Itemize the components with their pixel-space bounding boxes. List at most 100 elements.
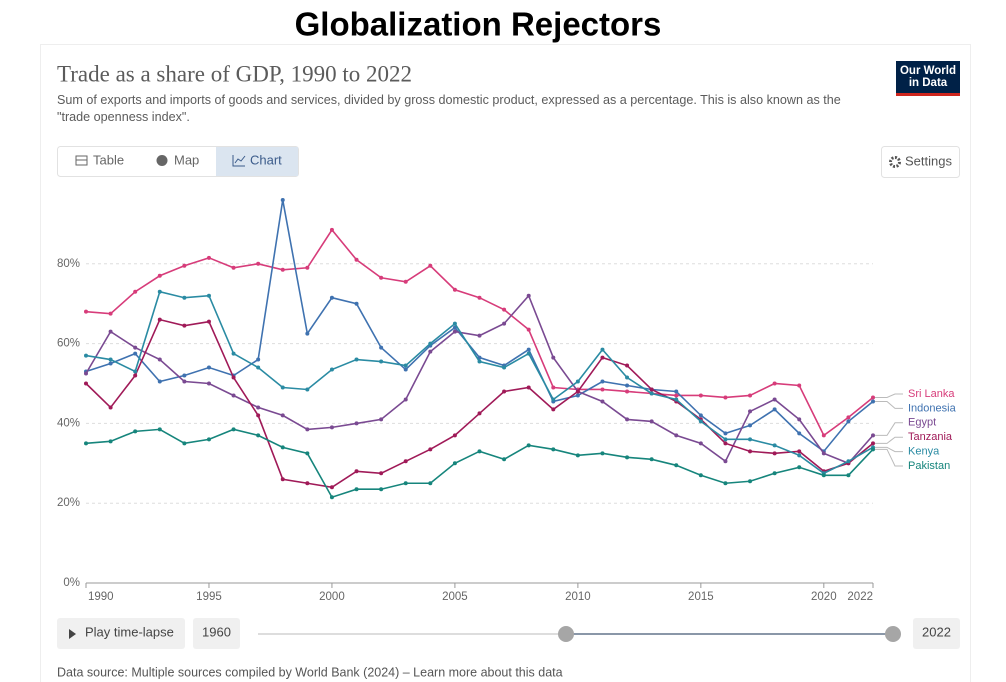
data-point — [748, 393, 753, 398]
data-point — [84, 441, 88, 446]
data-point — [206, 381, 211, 386]
data-point — [84, 309, 88, 314]
data-point — [403, 481, 408, 486]
data-point — [748, 437, 753, 442]
data-point — [625, 375, 630, 380]
data-point — [723, 395, 728, 400]
data-point — [108, 311, 113, 316]
settings-label[interactable]: Settings — [905, 153, 952, 168]
y-tick-label: 60% — [57, 338, 80, 350]
data-point — [157, 427, 162, 432]
chart-title: Trade as a share of GDP, 1990 to 2022 — [57, 61, 412, 86]
data-point — [329, 485, 334, 490]
data-point — [231, 427, 236, 432]
logo: Our World in Data — [896, 61, 960, 96]
data-point — [403, 367, 408, 372]
data-point — [477, 333, 482, 338]
tab[interactable]: Table — [75, 152, 124, 167]
data-point — [84, 353, 88, 358]
data-point — [280, 445, 285, 450]
data-point — [477, 411, 482, 416]
data-point — [526, 327, 531, 332]
data-point — [772, 397, 777, 402]
data-point — [821, 433, 826, 438]
data-point — [649, 391, 654, 396]
data-point — [305, 331, 310, 336]
data-point — [256, 405, 261, 410]
data-point — [600, 355, 605, 360]
data-point — [256, 357, 261, 362]
data-point — [379, 345, 384, 350]
label-connector — [875, 446, 903, 453]
data-point — [354, 257, 359, 262]
data-point — [772, 443, 777, 448]
tab[interactable]: Chart — [232, 152, 282, 167]
data-point — [649, 387, 654, 392]
data-point — [526, 385, 531, 390]
data-point — [575, 379, 580, 384]
end-year-box[interactable] — [913, 618, 960, 649]
data-point — [452, 433, 457, 438]
tab-label[interactable]: Map — [174, 152, 199, 167]
play-button[interactable] — [57, 618, 185, 649]
x-tick-label: 2020 — [811, 591, 837, 603]
chart-subtitle: Sum of exports and imports of goods and … — [57, 93, 841, 124]
data-point — [305, 387, 310, 392]
tab-label[interactable]: Chart — [250, 152, 282, 167]
y-tick-label: 20% — [57, 497, 80, 509]
series: Sri Lanka — [84, 227, 955, 438]
y-tick-label: 0% — [63, 577, 80, 589]
data-point — [723, 437, 728, 442]
data-point — [452, 461, 457, 466]
data-point — [379, 359, 384, 364]
data-point — [674, 397, 679, 402]
data-point — [625, 383, 630, 388]
start-year[interactable]: 1960 — [202, 624, 231, 639]
tab-active — [216, 147, 298, 176]
data-point — [329, 425, 334, 430]
chart-icon — [232, 155, 245, 167]
data-point — [133, 373, 138, 378]
data-point — [526, 351, 531, 356]
slider-thumb[interactable] — [558, 626, 574, 642]
data-source: Data source: Multiple sources compiled b… — [57, 665, 563, 679]
data-point — [871, 441, 875, 446]
series: Pakistan — [84, 427, 950, 500]
settings-button[interactable]: Settings — [881, 146, 960, 178]
data-point — [477, 295, 482, 300]
data-point — [379, 417, 384, 422]
data-point — [305, 451, 310, 456]
data-point — [428, 447, 433, 452]
data-point — [329, 227, 334, 232]
data-point — [871, 447, 875, 452]
tab-label[interactable]: Table — [93, 152, 124, 167]
data-point — [723, 481, 728, 486]
data-point — [772, 381, 777, 386]
data-point — [428, 481, 433, 486]
data-point — [625, 363, 630, 368]
data-point — [698, 441, 703, 446]
settings-box[interactable] — [881, 146, 960, 178]
play-label[interactable]: Play time-lapse — [85, 624, 174, 639]
start-year-box[interactable] — [193, 618, 240, 649]
label-connector — [875, 400, 903, 409]
data-point — [797, 453, 802, 458]
series-label: Indonesia — [908, 402, 957, 414]
series: Indonesia — [84, 197, 957, 454]
data-point — [797, 449, 802, 454]
data-point — [674, 463, 679, 468]
x-tick-label: 1995 — [196, 591, 222, 603]
data-point — [723, 441, 728, 446]
data-point — [231, 375, 236, 380]
end-year[interactable]: 2022 — [922, 624, 951, 639]
data-point — [821, 451, 826, 456]
tab[interactable]: Map — [156, 152, 200, 167]
data-point — [772, 471, 777, 476]
data-point — [698, 473, 703, 478]
series-label: Kenya — [908, 446, 940, 458]
data-point — [797, 383, 802, 388]
data-point — [575, 389, 580, 394]
slider-thumb[interactable] — [885, 626, 901, 642]
data-point — [477, 449, 482, 454]
label-connector — [875, 393, 903, 398]
